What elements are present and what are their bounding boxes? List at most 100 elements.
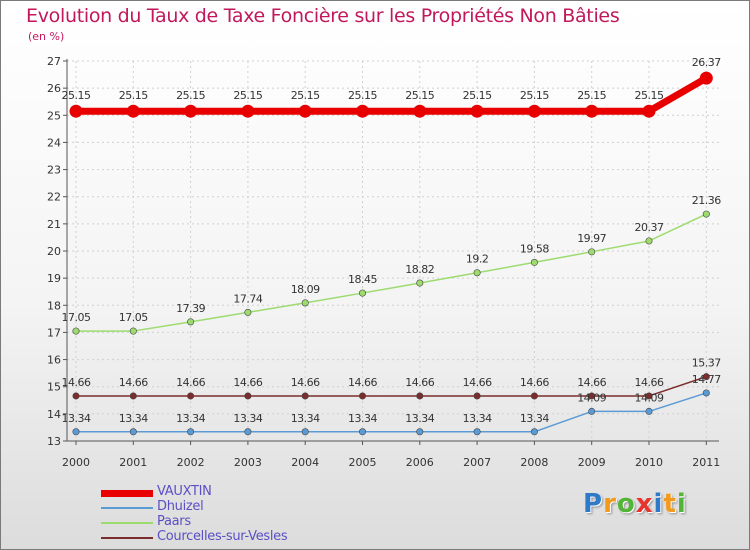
data-label-courcelles-sur-vesles: 14.66: [62, 376, 91, 389]
data-label-courcelles-sur-vesles: 14.66: [463, 376, 492, 389]
data-point-paars: [473, 269, 481, 277]
data-label-courcelles-sur-vesles: 14.66: [176, 376, 205, 389]
data-label-paars: 19.2: [466, 253, 489, 266]
data-label-courcelles-sur-vesles: 14.66: [291, 376, 320, 389]
data-point-courcelles-sur-vesles: [416, 392, 424, 400]
data-point-courcelles-sur-vesles: [187, 392, 195, 400]
legend-label: Dhuizel: [157, 499, 204, 514]
y-tick-label: 16: [47, 354, 61, 367]
data-point-courcelles-sur-vesles: [588, 392, 596, 400]
x-tick-label: 2011: [692, 456, 720, 469]
data-label-paars: 19.58: [520, 242, 549, 255]
x-tick-label: 2009: [578, 456, 606, 469]
series-lines: [69, 71, 713, 436]
data-label-paars: 17.05: [62, 311, 91, 324]
logo-letter: i: [676, 489, 687, 519]
x-tick-label: 2004: [291, 456, 319, 469]
proxiti-logo: Proxiti: [583, 489, 687, 519]
data-point-vauxtin: [413, 104, 427, 118]
y-tick-label: 14: [47, 408, 61, 421]
data-label-paars: 21.36: [692, 194, 721, 207]
series-line-dhuizel: [75, 392, 708, 433]
legend-swatch: [101, 507, 153, 509]
data-point-vauxtin: [356, 104, 369, 118]
data-point-paars: [588, 248, 596, 256]
data-label-paars: 19.97: [577, 232, 606, 245]
data-label-dhuizel: 13.34: [176, 412, 205, 425]
data-point-dhuizel: [301, 428, 309, 436]
data-point-courcelles-sur-vesles: [530, 392, 538, 400]
y-tick-label: 25: [47, 109, 61, 122]
chart-subtitle: (en %): [28, 30, 65, 43]
data-point-vauxtin: [69, 104, 83, 118]
data-point-courcelles-sur-vesles: [129, 392, 137, 400]
x-tick-label: 2005: [349, 456, 377, 469]
data-label-courcelles-sur-vesles: 14.66: [233, 376, 262, 389]
data-point-dhuizel: [416, 428, 424, 436]
data-label-vauxtin: 25.15: [291, 89, 320, 102]
data-label-dhuizel: 13.34: [119, 412, 148, 425]
data-point-dhuizel: [129, 428, 137, 436]
data-label-vauxtin: 25.15: [520, 89, 549, 102]
data-label-courcelles-sur-vesles: 15.37: [692, 357, 721, 370]
data-point-vauxtin: [699, 71, 713, 85]
data-label-paars: 18.09: [291, 283, 320, 296]
data-label-vauxtin: 25.15: [233, 89, 262, 102]
data-point-vauxtin: [470, 104, 484, 118]
y-tick-label: 21: [47, 218, 61, 231]
x-tick-label: 2010: [635, 456, 663, 469]
data-label-dhuizel: 13.34: [291, 412, 320, 425]
data-label-vauxtin: 25.15: [119, 89, 148, 102]
data-point-vauxtin: [126, 104, 140, 118]
data-label-courcelles-sur-vesles: 14.66: [577, 376, 606, 389]
data-labels: 25.15 25.15 25.15 25.15 25.15 25.15 25.15 25.15…: [62, 56, 722, 425]
data-label-courcelles-sur-vesles: 14.66: [405, 376, 434, 389]
data-label-paars: 17.39: [176, 302, 205, 315]
data-point-courcelles-sur-vesles: [72, 392, 80, 400]
data-label-paars: 20.37: [635, 221, 664, 234]
data-point-dhuizel: [187, 428, 195, 436]
data-label-courcelles-sur-vesles: 14.66: [119, 376, 148, 389]
y-tick-label: 13: [47, 435, 61, 448]
x-tick-label: 2003: [234, 456, 262, 469]
data-point-dhuizel: [588, 407, 596, 415]
data-point-paars: [645, 237, 653, 245]
data-point-paars: [301, 299, 309, 307]
data-point-courcelles-sur-vesles: [473, 392, 481, 400]
y-tick-label: 27: [47, 55, 61, 68]
x-tick-label: 2002: [177, 456, 205, 469]
series-line-paars: [75, 213, 708, 332]
data-point-dhuizel: [358, 428, 366, 436]
data-label-vauxtin: 25.15: [176, 89, 205, 102]
data-point-courcelles-sur-vesles: [702, 373, 710, 381]
data-label-dhuizel: 13.34: [348, 412, 377, 425]
y-tick-label: 24: [47, 136, 61, 149]
data-label-paars: 17.05: [119, 311, 148, 324]
x-tick-label: 2001: [119, 456, 147, 469]
data-label-vauxtin: 25.15: [405, 89, 434, 102]
legend-swatch: [101, 537, 153, 539]
data-point-paars: [72, 327, 80, 335]
data-point-vauxtin: [527, 104, 541, 118]
data-point-paars: [530, 258, 538, 266]
legend-swatch: [101, 489, 153, 497]
y-tick-label: 19: [47, 272, 61, 285]
series-line-vauxtin: [72, 74, 710, 115]
data-point-vauxtin: [184, 104, 198, 118]
y-tick-label: 23: [47, 164, 61, 177]
logo-letter: t: [663, 489, 677, 519]
data-label-vauxtin: 26.37: [692, 56, 721, 69]
data-label-dhuizel: 13.34: [62, 412, 91, 425]
legend-label: Paars: [157, 514, 191, 529]
data-point-dhuizel: [473, 428, 481, 436]
legend-swatch: [101, 522, 153, 524]
data-label-courcelles-sur-vesles: 14.66: [635, 376, 664, 389]
data-point-paars: [416, 279, 424, 287]
data-label-dhuizel: 13.34: [520, 412, 549, 425]
data-point-courcelles-sur-vesles: [358, 392, 366, 400]
x-tick-label: 2007: [463, 456, 491, 469]
data-point-dhuizel: [244, 428, 252, 436]
logo-letter: o: [616, 489, 636, 519]
